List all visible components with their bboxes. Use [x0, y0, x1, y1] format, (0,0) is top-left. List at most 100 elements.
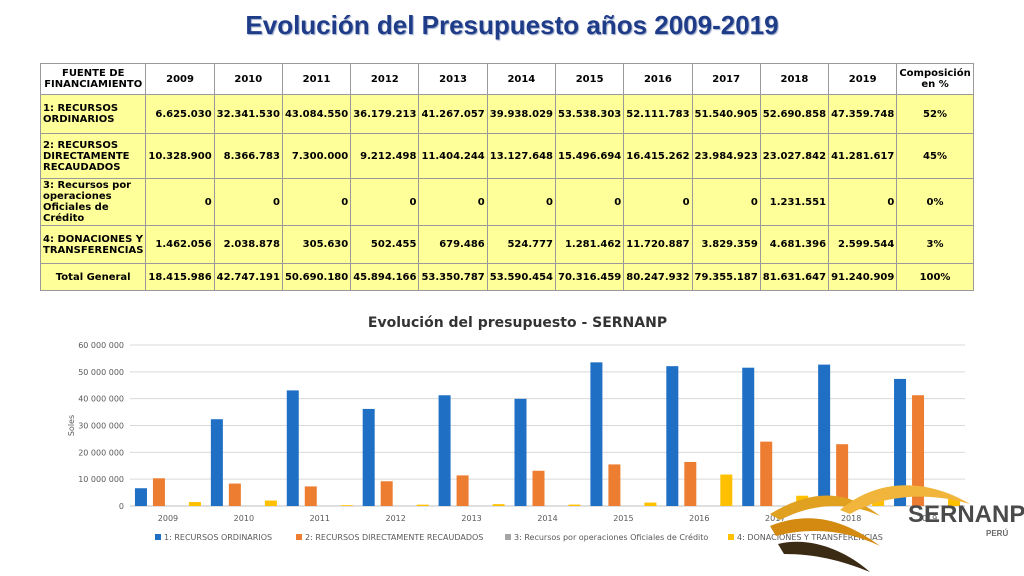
cell-2017: 0 [691, 178, 761, 226]
sernanp-logo: SERNANP PERÚ [770, 485, 1024, 572]
x-tick-label: 2018 [841, 514, 861, 523]
bar-series-2-2011 [304, 486, 317, 506]
cell-2010: 0 [213, 178, 283, 226]
cell-2012: 36.179.213 [350, 94, 420, 134]
y-tick-label: 0 [119, 502, 124, 511]
x-tick-label: 2010 [234, 514, 254, 523]
header-year-2017: 2017 [691, 63, 761, 95]
bar-series-4-2009 [188, 502, 201, 506]
header-year-2019: 2019 [828, 63, 898, 95]
bar-series-4-2012 [416, 504, 429, 506]
legend-label: 2: RECURSOS DIRECTAMENTE RECAUDADOS [305, 533, 483, 542]
table-row: 2: RECURSOS DIRECTAMENTE RECAUDADOS 10.32… [39, 133, 974, 179]
header-year-2015: 2015 [554, 63, 625, 95]
cell-2014: 0 [486, 178, 557, 226]
legend-swatch [155, 534, 161, 540]
cell-2018: 4.681.396 [759, 225, 830, 264]
cell-2019: 41.281.617 [828, 133, 898, 179]
bar-series-1-2018 [818, 364, 831, 506]
cell-2014: 53.590.454 [486, 263, 557, 291]
legend-label: 4: DONACIONES Y TRANSFERENCIAS [737, 533, 883, 542]
header-year-2011: 2011 [281, 63, 352, 95]
cell-composition: 3% [896, 225, 974, 264]
row-source: 3: Recursos por operaciones Oficiales de… [39, 178, 147, 226]
bar-series-4-2013 [492, 504, 505, 506]
logo-swoosh-right-icon [840, 485, 970, 514]
x-tick-label: 2015 [613, 514, 633, 523]
bar-series-2-2009 [152, 478, 165, 506]
bar-series-1-2010 [210, 419, 223, 506]
bar-series-1-2015 [590, 362, 603, 506]
cell-2011: 7.300.000 [281, 133, 352, 179]
x-tick-label: 2013 [461, 514, 481, 523]
row-source: 2: RECURSOS DIRECTAMENTE RECAUDADOS [39, 133, 147, 179]
bar-series-2-2010 [228, 483, 241, 506]
cell-2015: 15.496.694 [554, 133, 625, 179]
cell-2011: 43.084.550 [281, 94, 352, 134]
cell-2010: 8.366.783 [213, 133, 283, 179]
y-tick-label: 50 000 000 [78, 368, 124, 377]
cell-2014: 13.127.648 [486, 133, 557, 179]
table-header-row: FUENTE DE FINANCIAMIENTO 2009 2010 2011 2012… [39, 63, 974, 95]
cell-2014: 39.938.029 [486, 94, 557, 134]
cell-2015: 53.538.303 [554, 94, 625, 134]
header-composition: Composición en % [896, 63, 974, 95]
bar-series-2-2017 [760, 441, 773, 506]
x-tick-label: 2011 [310, 514, 330, 523]
logo-subtext: PERÚ [986, 529, 1008, 538]
bar-series-4-2016 [720, 474, 733, 506]
cell-2009: 10.328.900 [145, 133, 215, 179]
budget-table: FUENTE DE FINANCIAMIENTO 2009 2010 2011 2012… [39, 63, 974, 291]
bar-series-2-2018 [836, 444, 849, 506]
header-year-2016: 2016 [623, 63, 693, 95]
cell-2016: 11.720.887 [623, 225, 693, 264]
row-source: 1: RECURSOS ORDINARIOS [39, 94, 147, 134]
page-title: Evolución del Presupuesto años 2009-2019 [245, 10, 779, 40]
row-source: Total General [39, 263, 147, 291]
y-tick-label: 10 000 000 [78, 475, 124, 484]
cell-2018: 81.631.647 [759, 263, 830, 291]
cell-2018: 23.027.842 [759, 133, 830, 179]
cell-2013: 53.350.787 [418, 263, 488, 291]
x-tick-label: 2016 [689, 514, 709, 523]
bar-series-2-2014 [532, 470, 545, 506]
cell-2009: 1.462.056 [145, 225, 215, 264]
bar-series-2-2013 [456, 475, 469, 506]
cell-2018: 1.231.551 [759, 178, 830, 226]
logo-swoosh-bottom-icon [778, 541, 870, 572]
bar-series-2-2015 [608, 464, 621, 506]
chart-title: Evolución del presupuesto - SERNANP [368, 315, 667, 331]
x-tick-label: 2014 [537, 514, 557, 523]
logo-text: SERNANP [908, 501, 1024, 528]
x-tick-label: 2017 [765, 514, 785, 523]
cell-2015: 1.281.462 [554, 225, 625, 264]
cell-2011: 305.630 [281, 225, 352, 264]
x-tick-label: 2012 [386, 514, 406, 523]
header-year-2013: 2013 [418, 63, 488, 95]
cell-2017: 3.829.359 [691, 225, 761, 264]
bar-series-4-2015 [644, 502, 657, 506]
cell-2011: 50.690.180 [281, 263, 352, 291]
bar-series-1-2011 [286, 390, 299, 506]
cell-2013: 41.267.057 [418, 94, 488, 134]
x-tick-label: 2009 [158, 514, 178, 523]
y-tick-label: 60 000 000 [78, 341, 124, 350]
cell-2012: 502.455 [350, 225, 420, 264]
table-row: 3: Recursos por operaciones Oficiales de… [39, 178, 974, 226]
table-row: Total General 18.415.986 42.747.191 50.690.… [39, 263, 974, 291]
table-row: 4: DONACIONES Y TRANSFERENCIAS 1.462.056 2… [39, 225, 974, 264]
legend-swatch [505, 534, 511, 540]
header-year-2009: 2009 [145, 63, 215, 95]
legend-label: 3: Recursos por operaciones Oficiales de… [514, 532, 708, 542]
bar-series-4-2011 [340, 505, 353, 506]
cell-2017: 51.540.905 [691, 94, 761, 134]
y-tick-label: 20 000 000 [78, 448, 124, 457]
cell-2009: 0 [145, 178, 215, 226]
y-tick-label: 40 000 000 [78, 395, 124, 404]
y-tick-label: 30 000 000 [78, 422, 124, 431]
table-row: 1: RECURSOS ORDINARIOS 6.625.030 32.341.53… [39, 94, 974, 134]
header-year-2014: 2014 [486, 63, 557, 95]
cell-composition: 0% [896, 178, 974, 226]
bar-series-2-2016 [684, 461, 697, 506]
bar-series-1-2009 [134, 488, 147, 506]
